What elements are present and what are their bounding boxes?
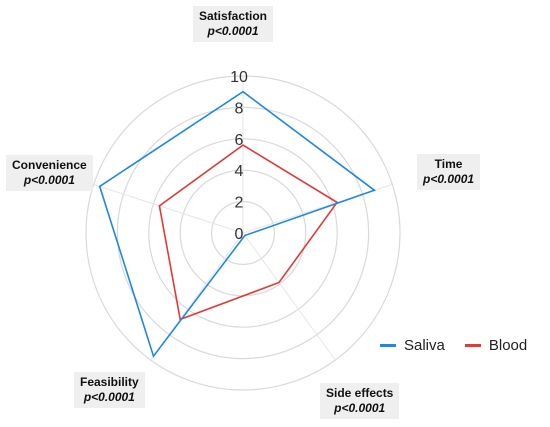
axis-name: Satisfaction xyxy=(199,9,268,23)
axis-stat: p<0.0001 xyxy=(423,172,475,186)
radial-tick-label: 8 xyxy=(235,100,244,117)
axis-stat: p<0.0001 xyxy=(207,24,259,38)
axis-name: Feasibility xyxy=(80,375,139,389)
axis-label-satisfaction: Satisfaction p<0.0001 xyxy=(193,6,274,42)
radial-tick-labels: 0 2 4 6 8 10 xyxy=(230,69,248,243)
series-layer xyxy=(98,90,377,358)
legend-label: Blood xyxy=(488,337,528,354)
radial-tick-label: 10 xyxy=(230,69,248,86)
axis-stat: p<0.0001 xyxy=(23,173,75,187)
radial-tick-label: 2 xyxy=(235,195,244,212)
grid-rings xyxy=(85,75,401,391)
legend-swatch xyxy=(380,344,396,347)
legend-label: Saliva xyxy=(404,337,445,354)
radial-tick-label: 6 xyxy=(235,132,244,149)
axis-stat: p<0.0001 xyxy=(83,390,135,404)
axis-name: Convenience xyxy=(12,158,87,172)
axis-name: Time xyxy=(434,157,463,171)
radial-tick-label: 0 xyxy=(235,226,244,243)
axis-label-convenience: Convenience p<0.0001 xyxy=(6,155,93,191)
radial-tick-label: 4 xyxy=(235,163,244,180)
axis-stat: p<0.0001 xyxy=(334,401,386,415)
legend-swatch xyxy=(464,344,481,347)
axis-label-time: Time p<0.0001 xyxy=(417,154,481,190)
series-line-saliva xyxy=(98,90,377,358)
legend-item-saliva: Saliva xyxy=(380,337,445,354)
axis-spoke xyxy=(242,232,336,361)
legend-item-blood: Blood xyxy=(464,337,528,354)
axis-name: Side effects xyxy=(326,386,394,400)
axis-spoke xyxy=(93,184,244,234)
axis-label-side-effects: Side effects p<0.0001 xyxy=(320,383,400,419)
legend: Saliva Blood xyxy=(380,337,547,354)
series-line-blood xyxy=(158,144,339,321)
axis-label-feasibility: Feasibility p<0.0001 xyxy=(74,372,145,408)
